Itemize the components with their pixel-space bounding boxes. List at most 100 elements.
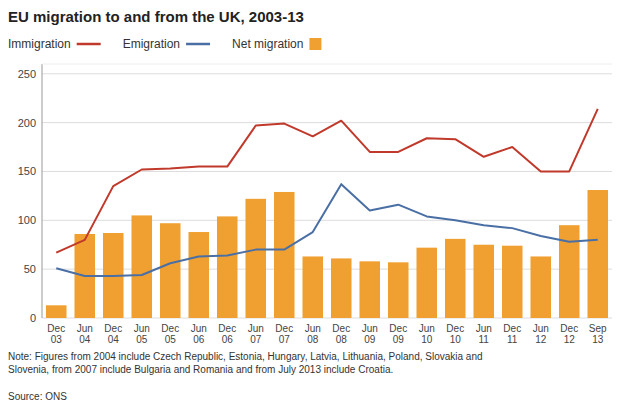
bar <box>217 216 238 318</box>
text-line: Dec <box>503 323 521 334</box>
grid-line <box>42 171 612 172</box>
text-line: Dec <box>47 323 65 334</box>
bar <box>188 232 209 318</box>
text-line: Dec <box>275 323 293 334</box>
text-line: Jun <box>77 323 93 334</box>
bar <box>530 256 551 318</box>
text-line: Jun <box>248 323 264 334</box>
bar <box>302 256 323 318</box>
line <box>56 184 598 276</box>
bar <box>46 305 67 318</box>
x-tick-label: Jun04 <box>77 323 93 345</box>
bar <box>502 246 523 318</box>
x-tick-label: Jun09 <box>362 323 378 345</box>
bar <box>473 245 494 318</box>
text-line: Jun <box>134 323 150 334</box>
bar <box>388 262 409 318</box>
text-line: Slovenia, from 2007 include Bulgaria and… <box>8 364 393 375</box>
bar <box>559 225 580 318</box>
text-line: 12 <box>564 334 576 345</box>
x-tick-label: Jun06 <box>191 323 207 345</box>
x-tick-label: Dec09 <box>389 323 407 345</box>
grid <box>42 74 612 318</box>
x-tick-label: Jun08 <box>305 323 321 345</box>
text-line: 12 <box>535 334 547 345</box>
y-tick-label: 150 <box>18 165 36 177</box>
text-line: Dec <box>389 323 407 334</box>
grid-line <box>42 122 612 123</box>
text-line: 07 <box>250 334 262 345</box>
text-line: 09 <box>364 334 376 345</box>
legend: ImmigrationEmigrationNet migration <box>8 37 321 51</box>
bar <box>331 258 352 318</box>
text-line: 07 <box>279 334 291 345</box>
marks <box>46 109 608 318</box>
text-line: Dec <box>218 323 236 334</box>
text-line: 05 <box>165 334 177 345</box>
legend-swatch <box>77 43 101 46</box>
x-tick-label: Dec07 <box>275 323 293 345</box>
text-line: 11 <box>479 334 490 345</box>
grid-line <box>42 220 612 221</box>
text-line: 06 <box>193 334 205 345</box>
legend-swatch <box>186 43 210 46</box>
text-line: Jun <box>476 323 492 334</box>
text-line: 04 <box>79 334 91 345</box>
text-line: 09 <box>393 334 405 345</box>
bar <box>160 223 181 318</box>
title: EU migration to and from the UK, 2003-13 <box>8 8 304 25</box>
text-line: 05 <box>136 334 148 345</box>
text-line: Note: Figures from 2004 include Czech Re… <box>8 351 483 362</box>
text-line: 08 <box>307 334 319 345</box>
text-line: 11 <box>507 334 518 345</box>
x-tick-label: Dec12 <box>560 323 578 345</box>
bar <box>274 192 295 318</box>
bar <box>445 239 466 318</box>
y-tick-label: 50 <box>24 263 36 275</box>
y-tick-label: 250 <box>18 68 36 80</box>
legend-swatch <box>309 38 321 50</box>
line <box>56 109 598 253</box>
text-line: Sep <box>589 323 607 334</box>
y-tick-label: 0 <box>30 312 36 324</box>
grid-line <box>42 269 612 270</box>
bar <box>131 215 152 318</box>
bar <box>416 248 437 318</box>
x-tick-label: Jun05 <box>134 323 150 345</box>
legend-label: Emigration <box>123 37 180 51</box>
text-line: 13 <box>592 334 604 345</box>
text-line: 10 <box>421 334 433 345</box>
text-line: Dec <box>446 323 464 334</box>
grid-line <box>42 318 612 319</box>
x-tick-label: Dec06 <box>218 323 236 345</box>
text-line: 10 <box>450 334 462 345</box>
chart: EU migration to and from the UK, 2003-13… <box>0 0 625 420</box>
y-tick-label: 200 <box>18 117 36 129</box>
x-tick-label: Dec11 <box>503 323 521 345</box>
x-tick-label: Jun12 <box>533 323 549 345</box>
x-tick-label: Jun11 <box>476 323 492 345</box>
x-tick-label: Dec10 <box>446 323 464 345</box>
annotation: Source: ONS <box>8 391 67 402</box>
text-line: Jun <box>191 323 207 334</box>
text-line: Dec <box>332 323 350 334</box>
y-tick-label: 100 <box>18 214 36 226</box>
text-line: Jun <box>533 323 549 334</box>
y-axis-line <box>42 64 43 318</box>
annotation: Note: Figures from 2004 include Czech Re… <box>8 351 483 375</box>
grid-line <box>42 73 612 74</box>
text-line: Dec <box>161 323 179 334</box>
text-line: 06 <box>222 334 234 345</box>
x-tick-label: Dec03 <box>47 323 65 345</box>
bar <box>359 261 380 318</box>
text-line: 03 <box>51 334 63 345</box>
bar <box>587 190 608 318</box>
bar <box>245 199 266 318</box>
x-tick-label: Jun07 <box>248 323 264 345</box>
plot-top-edge <box>42 64 612 65</box>
x-tick-label: Sep13 <box>589 323 607 345</box>
x-tick-label: Dec08 <box>332 323 350 345</box>
text-line: 04 <box>108 334 120 345</box>
text-line: Source: ONS <box>8 391 67 402</box>
text-line: Jun <box>419 323 435 334</box>
